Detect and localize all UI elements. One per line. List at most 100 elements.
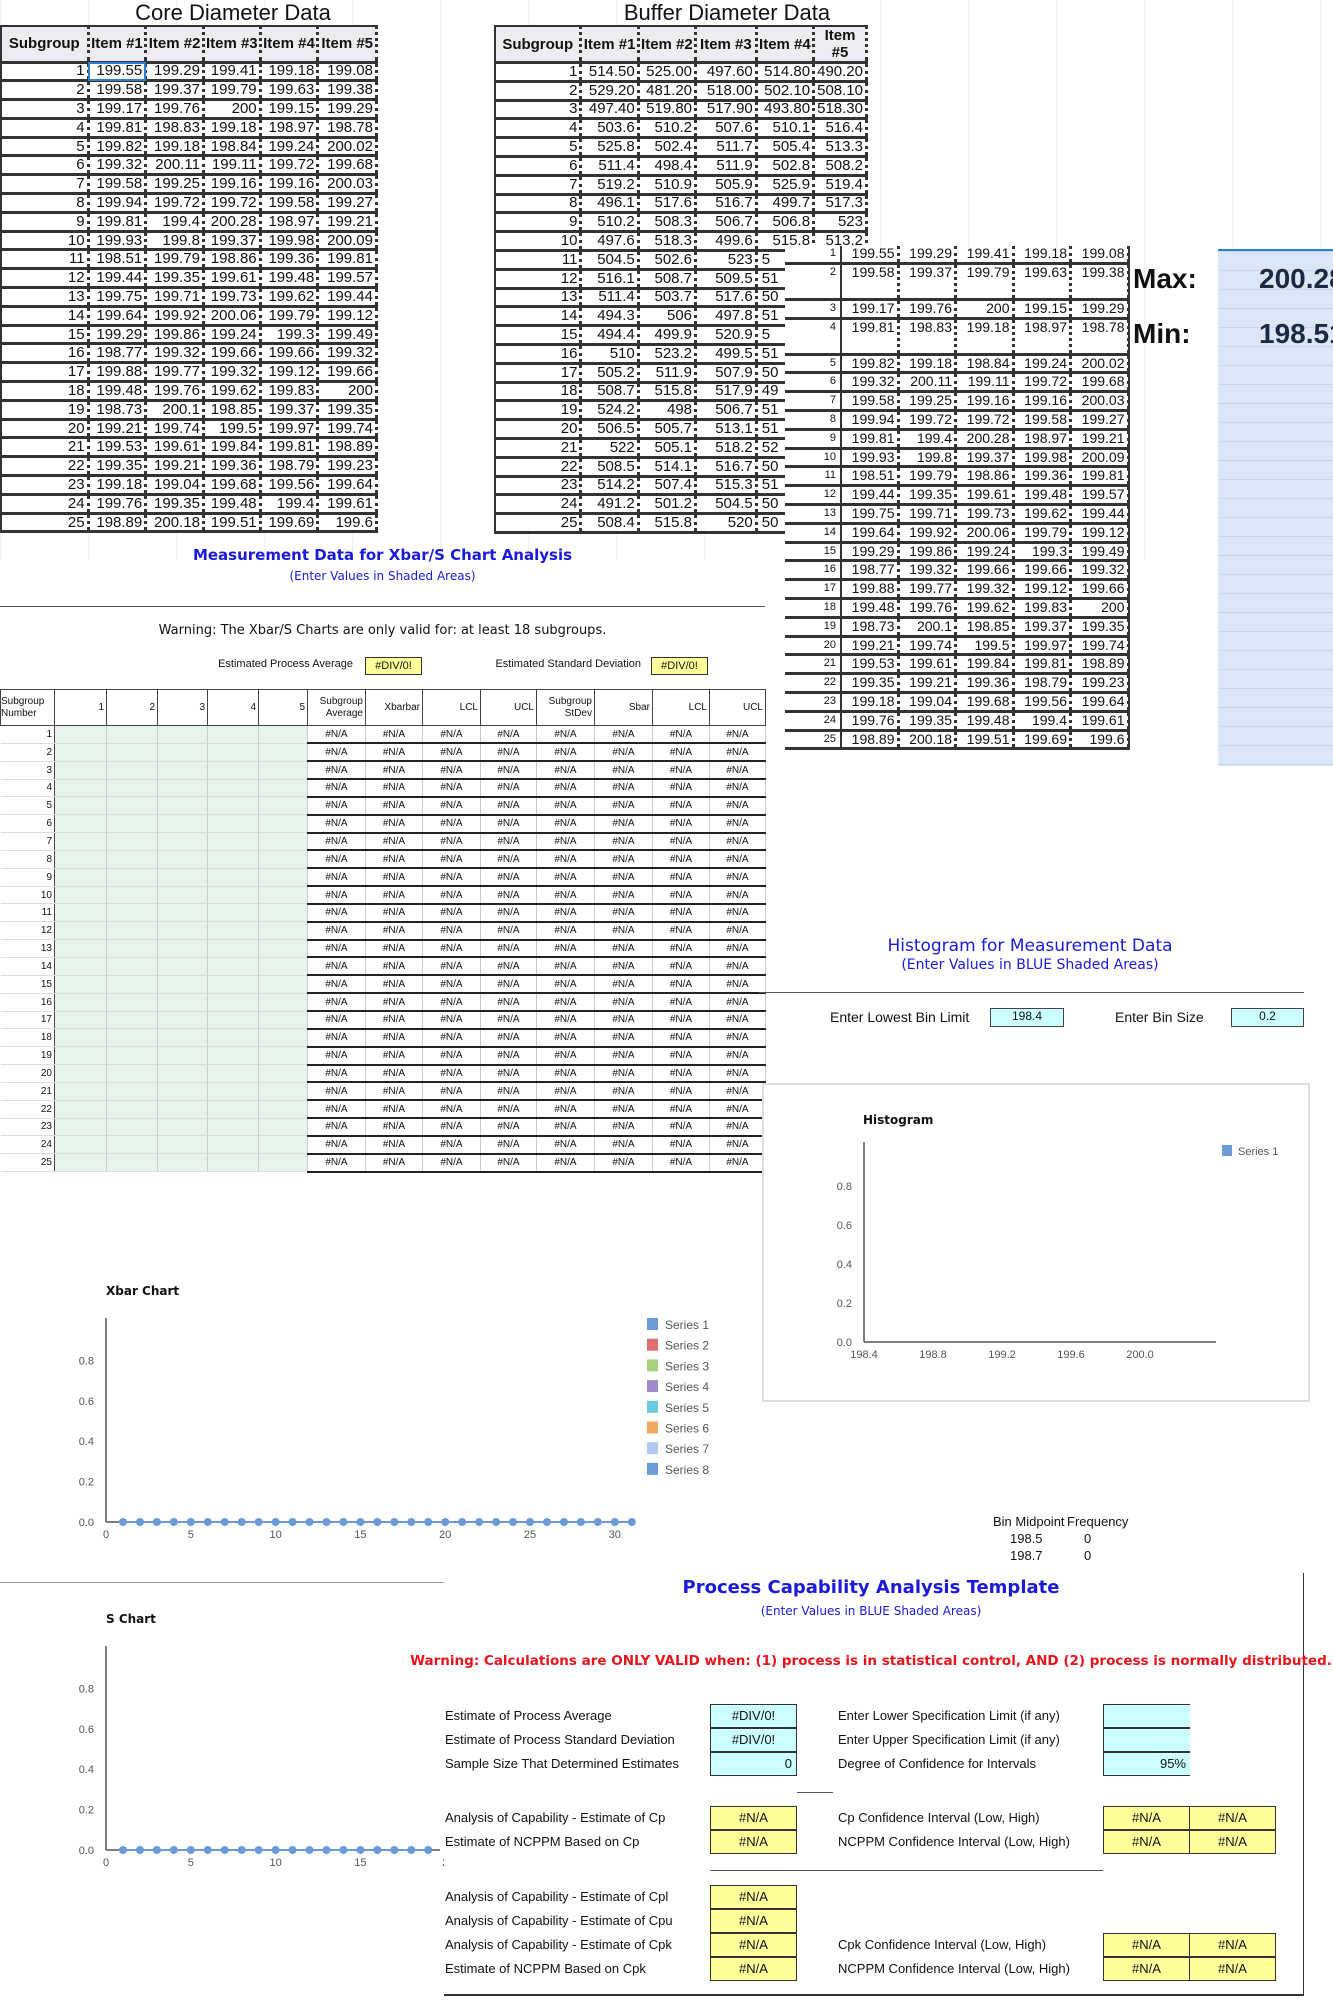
data-cell[interactable]: 199.3 <box>1015 543 1072 560</box>
data-cell[interactable]: 198.89 <box>88 513 148 534</box>
data-cell[interactable]: 199.58 <box>842 264 900 298</box>
data-cell[interactable]: 199.97 <box>260 419 320 440</box>
measurement-input[interactable] <box>157 1135 208 1155</box>
data-cell[interactable]: 199.18 <box>900 355 957 372</box>
measurement-input[interactable] <box>157 1028 208 1048</box>
measurement-input[interactable] <box>106 921 158 941</box>
data-cell[interactable]: 199.18 <box>88 475 148 496</box>
measurement-input[interactable] <box>157 957 208 976</box>
data-cell[interactable]: 499.6 <box>695 231 758 252</box>
data-cell[interactable]: 497.6 <box>580 231 640 252</box>
data-cell[interactable]: 517.6 <box>638 194 698 215</box>
data-cell[interactable]: 509.5 <box>695 269 758 290</box>
data-cell[interactable]: 514.50 <box>580 62 640 83</box>
data-cell[interactable]: 199.64 <box>317 475 378 496</box>
data-cell[interactable]: 508.7 <box>580 382 640 403</box>
data-cell[interactable]: 199.68 <box>1072 374 1130 391</box>
measurement-input[interactable] <box>54 779 107 798</box>
data-cell[interactable]: 199.63 <box>1015 264 1072 298</box>
measurement-input[interactable] <box>106 1100 158 1119</box>
data-cell[interactable]: 199.29 <box>842 543 900 560</box>
measurement-input[interactable] <box>157 975 208 994</box>
data-cell[interactable]: 511.7 <box>695 137 758 158</box>
measurement-input[interactable] <box>258 1028 308 1048</box>
data-cell[interactable]: 199.62 <box>957 600 1015 616</box>
measurement-input[interactable] <box>54 957 107 976</box>
data-cell[interactable]: 199.18 <box>145 137 205 158</box>
data-cell[interactable]: 199.37 <box>260 400 320 421</box>
data-cell[interactable]: 199.12 <box>260 362 320 384</box>
data-cell[interactable]: 519.4 <box>813 175 868 196</box>
data-cell[interactable]: 199.98 <box>260 231 320 252</box>
data-cell[interactable]: 200.11 <box>900 374 957 391</box>
measurement-input[interactable] <box>157 796 208 816</box>
data-cell[interactable]: 199.36 <box>957 675 1015 691</box>
data-cell[interactable]: 199.68 <box>317 155 378 177</box>
data-cell[interactable]: 200 <box>317 381 378 402</box>
data-cell[interactable]: 199.37 <box>1015 618 1072 635</box>
data-cell[interactable]: 199.35 <box>900 487 957 503</box>
data-cell[interactable]: 199.23 <box>1072 675 1130 691</box>
data-cell[interactable]: 200.11 <box>145 155 205 177</box>
data-cell[interactable]: 199.48 <box>88 381 148 402</box>
data-cell[interactable]: 199.35 <box>842 675 900 691</box>
measurement-input[interactable] <box>106 903 158 923</box>
data-cell[interactable]: 199.21 <box>900 675 957 691</box>
data-cell[interactable]: 494.3 <box>580 306 640 328</box>
data-cell[interactable]: 508.2 <box>813 156 868 177</box>
data-cell[interactable]: 199.58 <box>1015 412 1072 428</box>
measurement-input[interactable] <box>258 939 308 958</box>
data-cell[interactable]: 199.17 <box>88 99 148 120</box>
measurement-input[interactable] <box>258 1100 308 1119</box>
data-cell[interactable]: 507.4 <box>638 476 698 497</box>
data-cell[interactable]: 199.49 <box>317 325 378 346</box>
data-cell[interactable]: 199.79 <box>957 264 1015 298</box>
measurement-input[interactable] <box>54 1028 107 1048</box>
data-cell[interactable]: 199.93 <box>842 449 900 466</box>
data-cell[interactable]: 199.6 <box>317 513 378 534</box>
data-cell[interactable]: 525.00 <box>638 62 698 83</box>
data-cell[interactable]: 199.32 <box>88 155 148 177</box>
data-cell[interactable]: 198.79 <box>1015 675 1072 691</box>
measurement-input[interactable] <box>54 1046 107 1066</box>
data-cell[interactable]: 497.60 <box>695 62 758 83</box>
data-cell[interactable]: 519.2 <box>580 175 640 196</box>
measurement-input[interactable] <box>157 761 208 780</box>
max-value[interactable]: 200.28 <box>1259 263 1333 294</box>
data-cell[interactable]: 199.32 <box>145 343 205 365</box>
data-cell[interactable]: 199.35 <box>145 268 205 290</box>
measurement-input[interactable] <box>157 886 208 905</box>
data-cell[interactable]: 199.92 <box>900 524 957 541</box>
data-cell[interactable]: 199.64 <box>842 524 900 541</box>
measurement-input[interactable] <box>106 1118 158 1137</box>
data-cell[interactable]: 199.25 <box>900 393 957 409</box>
measurement-input[interactable] <box>106 868 158 887</box>
data-cell[interactable]: 510.2 <box>580 212 640 234</box>
measurement-input[interactable] <box>157 1011 208 1030</box>
data-cell[interactable]: 199.08 <box>317 62 378 83</box>
data-cell[interactable]: 199.16 <box>260 174 320 196</box>
measurement-input[interactable] <box>157 1153 208 1173</box>
measurement-input[interactable] <box>106 1082 158 1101</box>
measurement-input[interactable] <box>258 1118 308 1137</box>
data-cell[interactable]: 200.03 <box>317 174 378 196</box>
data-cell[interactable]: 200.18 <box>900 731 957 748</box>
data-cell[interactable]: 497.8 <box>695 306 758 328</box>
data-cell[interactable]: 498.4 <box>638 156 698 177</box>
measurement-input[interactable] <box>157 921 208 941</box>
data-cell[interactable]: 198.89 <box>317 437 378 459</box>
measurement-input[interactable] <box>106 1011 158 1030</box>
data-cell[interactable]: 507.9 <box>695 363 758 384</box>
data-cell[interactable]: 199.29 <box>317 99 378 120</box>
data-cell[interactable]: 198.78 <box>317 118 378 139</box>
data-cell[interactable]: 496.1 <box>580 194 640 215</box>
measurement-input[interactable] <box>54 796 107 816</box>
data-cell[interactable]: 199.21 <box>145 456 205 478</box>
usl-input[interactable] <box>1103 1728 1190 1752</box>
data-cell[interactable]: 199.79 <box>900 468 957 485</box>
data-cell[interactable]: 199.84 <box>957 656 1015 673</box>
data-cell[interactable]: 497.40 <box>580 100 640 121</box>
data-cell[interactable]: 199.66 <box>1015 562 1072 579</box>
data-cell[interactable]: 523 <box>695 250 758 271</box>
data-cell[interactable]: 199.81 <box>1072 468 1130 485</box>
